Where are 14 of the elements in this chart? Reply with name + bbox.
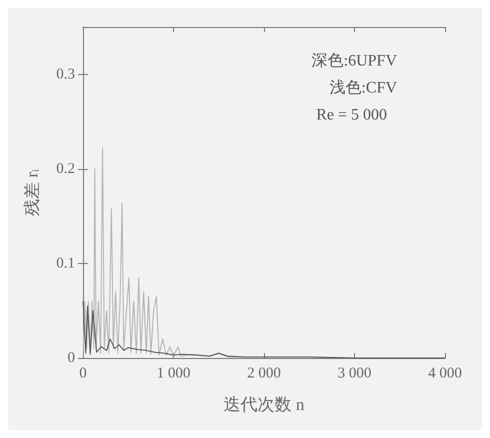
annotation: Re = 5 000	[316, 106, 387, 124]
x-tick-label: 3 000	[338, 366, 372, 382]
y-tick-label: 0.3	[56, 66, 75, 82]
y-tick-label: 0.1	[56, 255, 75, 272]
annotation: 深色:6UPFV	[312, 52, 398, 70]
x-tick-label: 4 000	[428, 366, 462, 382]
x-axis-title: 迭代次数 n	[224, 395, 305, 414]
x-tick-label: 0	[79, 366, 87, 382]
y-tick-label: 0	[68, 350, 75, 366]
y-tick-label: 0.2	[56, 160, 75, 177]
x-tick-label: 2 000	[247, 366, 281, 382]
y-axis-title: 残差 ri	[22, 168, 42, 216]
x-tick-label: 1 000	[156, 366, 190, 382]
annotation: 浅色:CFV	[329, 78, 398, 96]
